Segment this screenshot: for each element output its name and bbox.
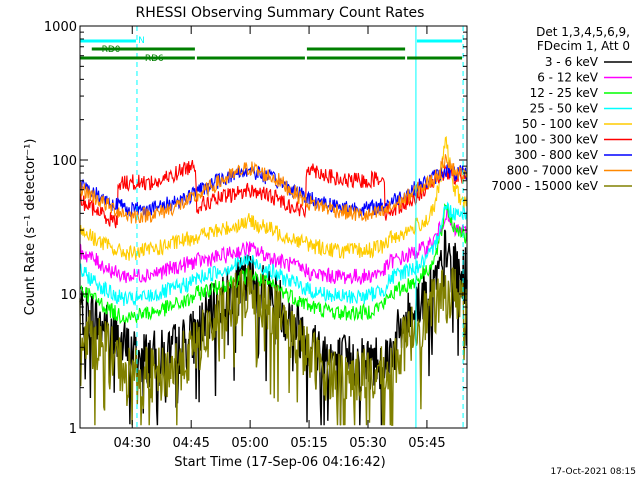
legend-label-1: 3 - 6 keV [545, 55, 599, 69]
series-layer [79, 135, 468, 426]
legend: Det 1,3,4,5,6,9, FDecim 1, Att 0 3 - 6 k… [491, 25, 632, 193]
plot-frame [79, 25, 468, 429]
y-tick-label-1: 1 [69, 422, 77, 437]
state-label-n: N [138, 36, 145, 46]
series-line-7 [79, 162, 468, 218]
state-label-rd6: RD6 [145, 54, 164, 64]
y-tick-label-3: 100 [52, 154, 77, 169]
series-line-5 [79, 135, 468, 261]
series-line-4 [79, 201, 468, 307]
legend-header-line-2: FDecim 1, Att 0 [537, 39, 630, 53]
x-tick-label-2: 04:45 [172, 436, 209, 451]
legend-label-4: 25 - 50 keV [530, 102, 599, 116]
x-tick-label-4: 05:15 [290, 436, 327, 451]
y-axis-label: Count Rate (s⁻¹ detector⁻¹) [23, 139, 38, 316]
x-axis: 04:30 04:45 05:00 05:15 05:30 05:45 [114, 26, 446, 451]
legend-label-5: 50 - 100 keV [522, 117, 599, 131]
series-line-9 [79, 265, 468, 426]
legend-label-3: 12 - 25 keV [530, 86, 599, 100]
legend-label-6: 100 - 300 keV [514, 133, 598, 147]
footer-timestamp: 17-Oct-2021 08:15 [551, 467, 636, 477]
legend-label-9: 7000 - 15000 keV [491, 179, 598, 193]
x-axis-label: Start Time (17-Sep-06 04:16:42) [174, 455, 385, 470]
y-tick-label-4: 1000 [44, 20, 77, 35]
x-tick-label-1: 04:30 [114, 436, 151, 451]
legend-label-2: 6 - 12 keV [537, 71, 599, 85]
y-tick-label-2: 10 [60, 288, 77, 303]
series-line-3 [79, 203, 468, 325]
x-tick-label-6: 05:45 [408, 436, 445, 451]
y-axis: 1 10 100 1000 [44, 20, 467, 437]
state-label-rd0: RD0 [102, 45, 121, 55]
chart-title: RHESSI Observing Summary Count Rates [136, 5, 425, 21]
x-tick-label-3: 05:00 [231, 436, 268, 451]
series-line-2 [79, 209, 468, 285]
state-bars: N RD0 RD6 [80, 36, 463, 64]
legend-label-7: 300 - 800 keV [514, 148, 598, 162]
legend-label-8: 800 - 7000 keV [507, 164, 599, 178]
legend-header-line-1: Det 1,3,4,5,6,9, [536, 25, 630, 39]
x-tick-label-5: 05:30 [349, 436, 386, 451]
series-line-8 [79, 154, 468, 224]
